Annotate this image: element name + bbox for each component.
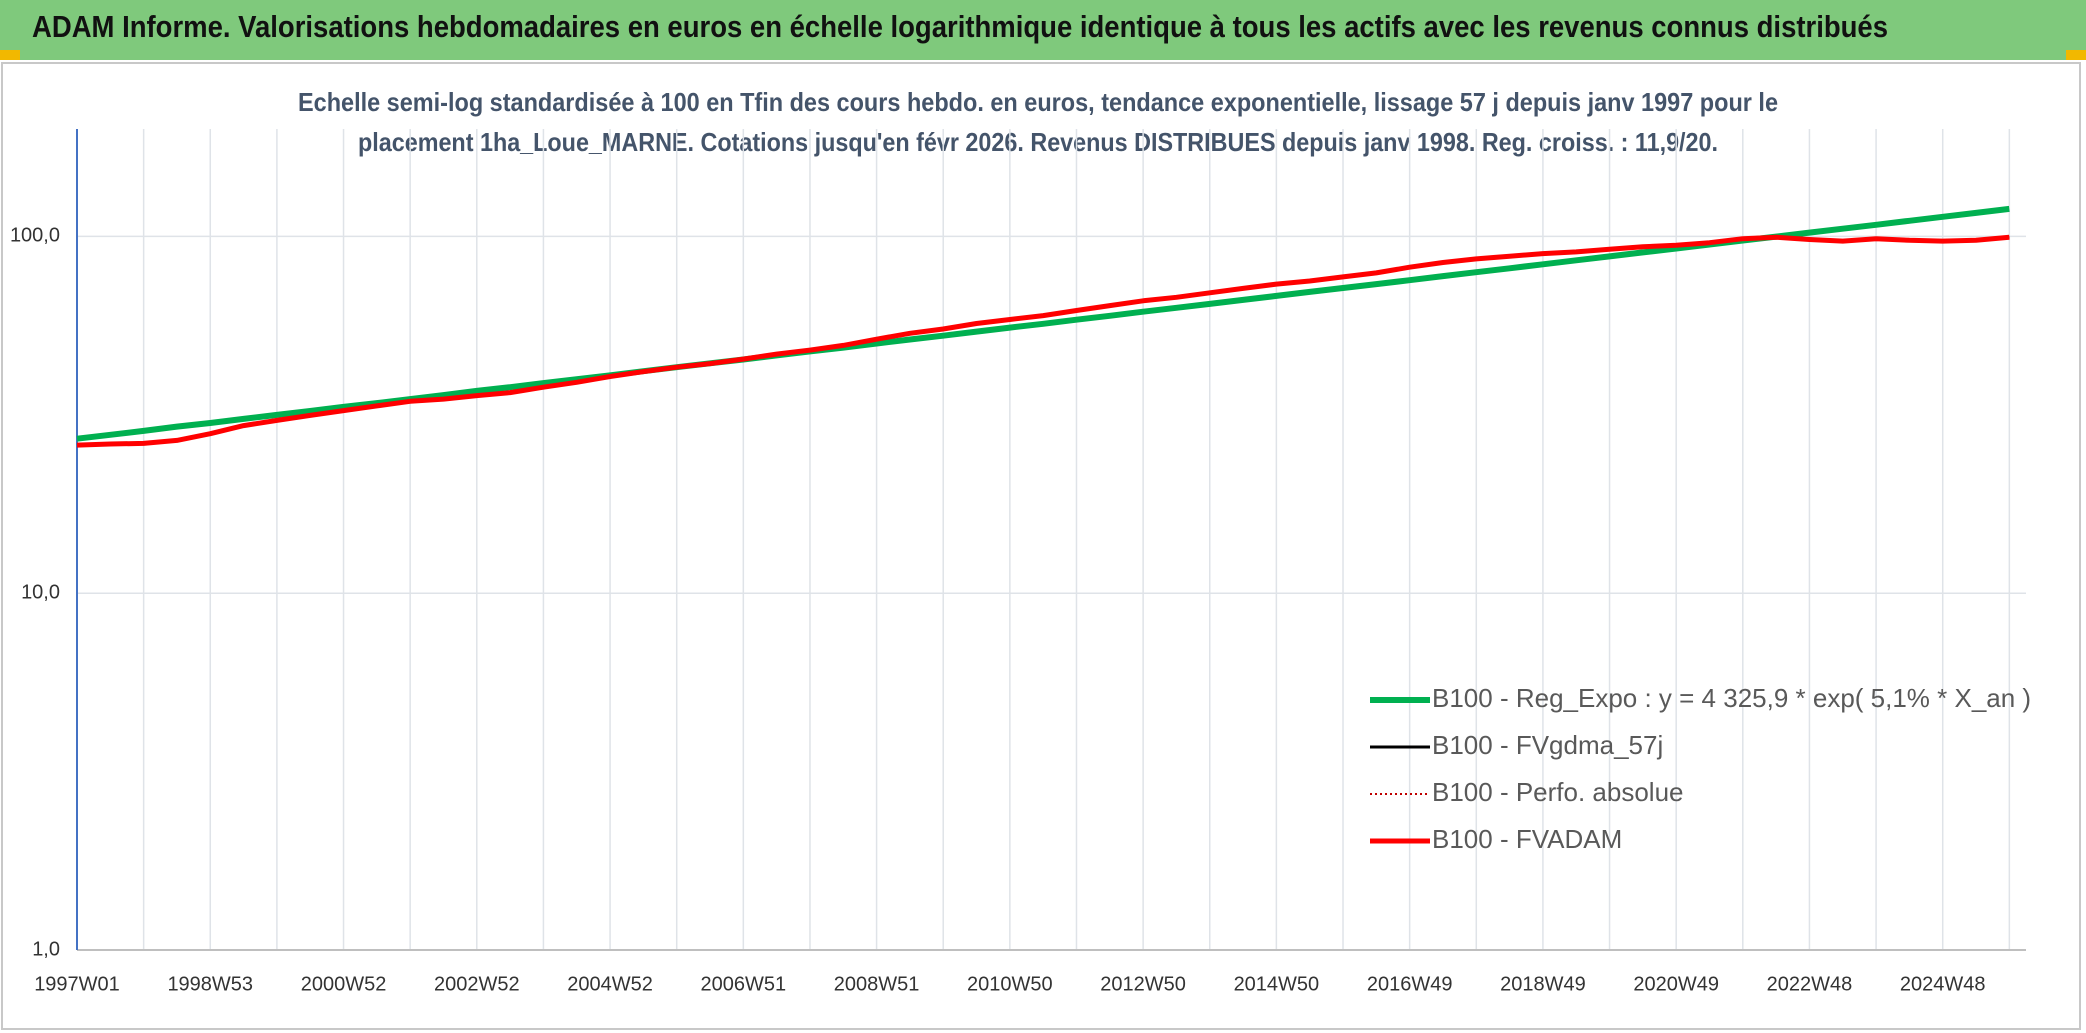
y-tick-label: 1,0 bbox=[32, 938, 60, 960]
series-line bbox=[76, 234, 2010, 448]
x-tick-label: 2016W49 bbox=[1367, 973, 1453, 995]
x-tick-label: 2022W48 bbox=[1767, 973, 1853, 995]
header-title: ADAM Informe. Valorisations hebdomadaire… bbox=[32, 9, 1888, 44]
x-tick-label: 2018W49 bbox=[1500, 973, 1586, 995]
corner bbox=[0, 50, 20, 60]
y-tick-label: 100,0 bbox=[10, 225, 60, 247]
legend-label: B100 - FVADAM bbox=[1432, 824, 1622, 854]
legend-label: B100 - Perfo. absolue bbox=[1432, 777, 1684, 807]
x-tick-label: 2000W52 bbox=[301, 973, 387, 995]
chart-subtitle: placement 1ha_Loue_MARNE. Cotations jusq… bbox=[358, 127, 1718, 157]
chart-frame bbox=[1, 62, 2081, 1030]
x-tick-label: 2024W48 bbox=[1900, 973, 1986, 995]
x-tick-label: 2004W52 bbox=[567, 973, 653, 995]
corner bbox=[2066, 50, 2086, 60]
legend-label: B100 - Reg_Expo : y = 4 325,9 * exp( 5,1… bbox=[1432, 683, 2031, 713]
legend-label: B100 - FVgdma_57j bbox=[1432, 730, 1663, 760]
header-bar bbox=[0, 0, 2086, 60]
chart-subtitle: Echelle semi-log standardisée à 100 en T… bbox=[298, 87, 1778, 117]
x-tick-label: 1997W01 bbox=[34, 973, 120, 995]
x-tick-label: 2020W49 bbox=[1633, 973, 1719, 995]
x-tick-label: 2002W52 bbox=[434, 973, 520, 995]
x-tick-label: 2014W50 bbox=[1234, 973, 1320, 995]
x-tick-label: 1998W53 bbox=[167, 973, 253, 995]
x-tick-label: 2008W51 bbox=[834, 973, 920, 995]
y-tick-label: 10,0 bbox=[21, 581, 60, 603]
x-tick-label: 2010W50 bbox=[967, 973, 1053, 995]
x-tick-label: 2012W50 bbox=[1100, 973, 1186, 995]
x-tick-label: 2006W51 bbox=[701, 973, 787, 995]
